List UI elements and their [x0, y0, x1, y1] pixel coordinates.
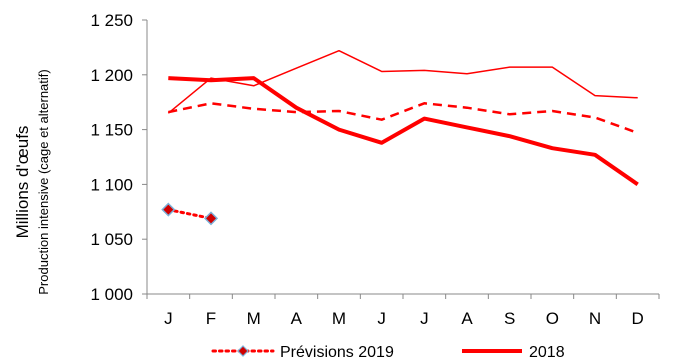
legend-label-forecast: Prévisions 2019	[280, 344, 394, 361]
series-point	[161, 202, 176, 217]
x-tick-label: F	[206, 309, 216, 328]
x-tick-label: O	[546, 309, 559, 328]
x-tick-label: M	[247, 309, 261, 328]
x-tick-label: M	[332, 309, 346, 328]
series-point	[203, 211, 219, 226]
y-tick-label: 1 100	[90, 175, 133, 194]
series-layer	[161, 49, 639, 226]
y-tick-label: 1 150	[90, 121, 133, 140]
series-line-3	[168, 76, 639, 187]
y-axis-label: Millions d'œufs	[13, 126, 32, 239]
x-tick-label: N	[589, 309, 601, 328]
series-line-2	[168, 102, 639, 135]
legend-marker-forecast	[237, 345, 249, 357]
x-tick-label: J	[420, 309, 429, 328]
x-tick-label: A	[461, 309, 473, 328]
x-tick-label: D	[632, 309, 644, 328]
y-tick-label: 1 000	[90, 285, 133, 304]
legend-label-2018: 2018	[529, 344, 565, 361]
x-tick-label: J	[377, 309, 386, 328]
y-tick-label: 1 250	[90, 11, 133, 30]
y-tick-label: 1 200	[90, 66, 133, 85]
series-line-1	[167, 49, 638, 114]
x-tick-label: J	[164, 309, 173, 328]
y-axis-title: Millions d'œufs Production intensive (ca…	[13, 69, 51, 294]
legend: Prévisions 2019 2018	[211, 344, 565, 361]
x-tick-label: A	[291, 309, 303, 328]
y-axis-sublabel: Production intensive (cage et alternatif…	[36, 69, 51, 294]
series-line-4	[166, 208, 213, 220]
y-tick-label: 1 050	[90, 230, 133, 249]
x-tick-label: S	[504, 309, 515, 328]
axes: 1 000 1 050 1 100 1 150 1 200 1 250 J F M A M J J A S O…	[90, 11, 660, 328]
